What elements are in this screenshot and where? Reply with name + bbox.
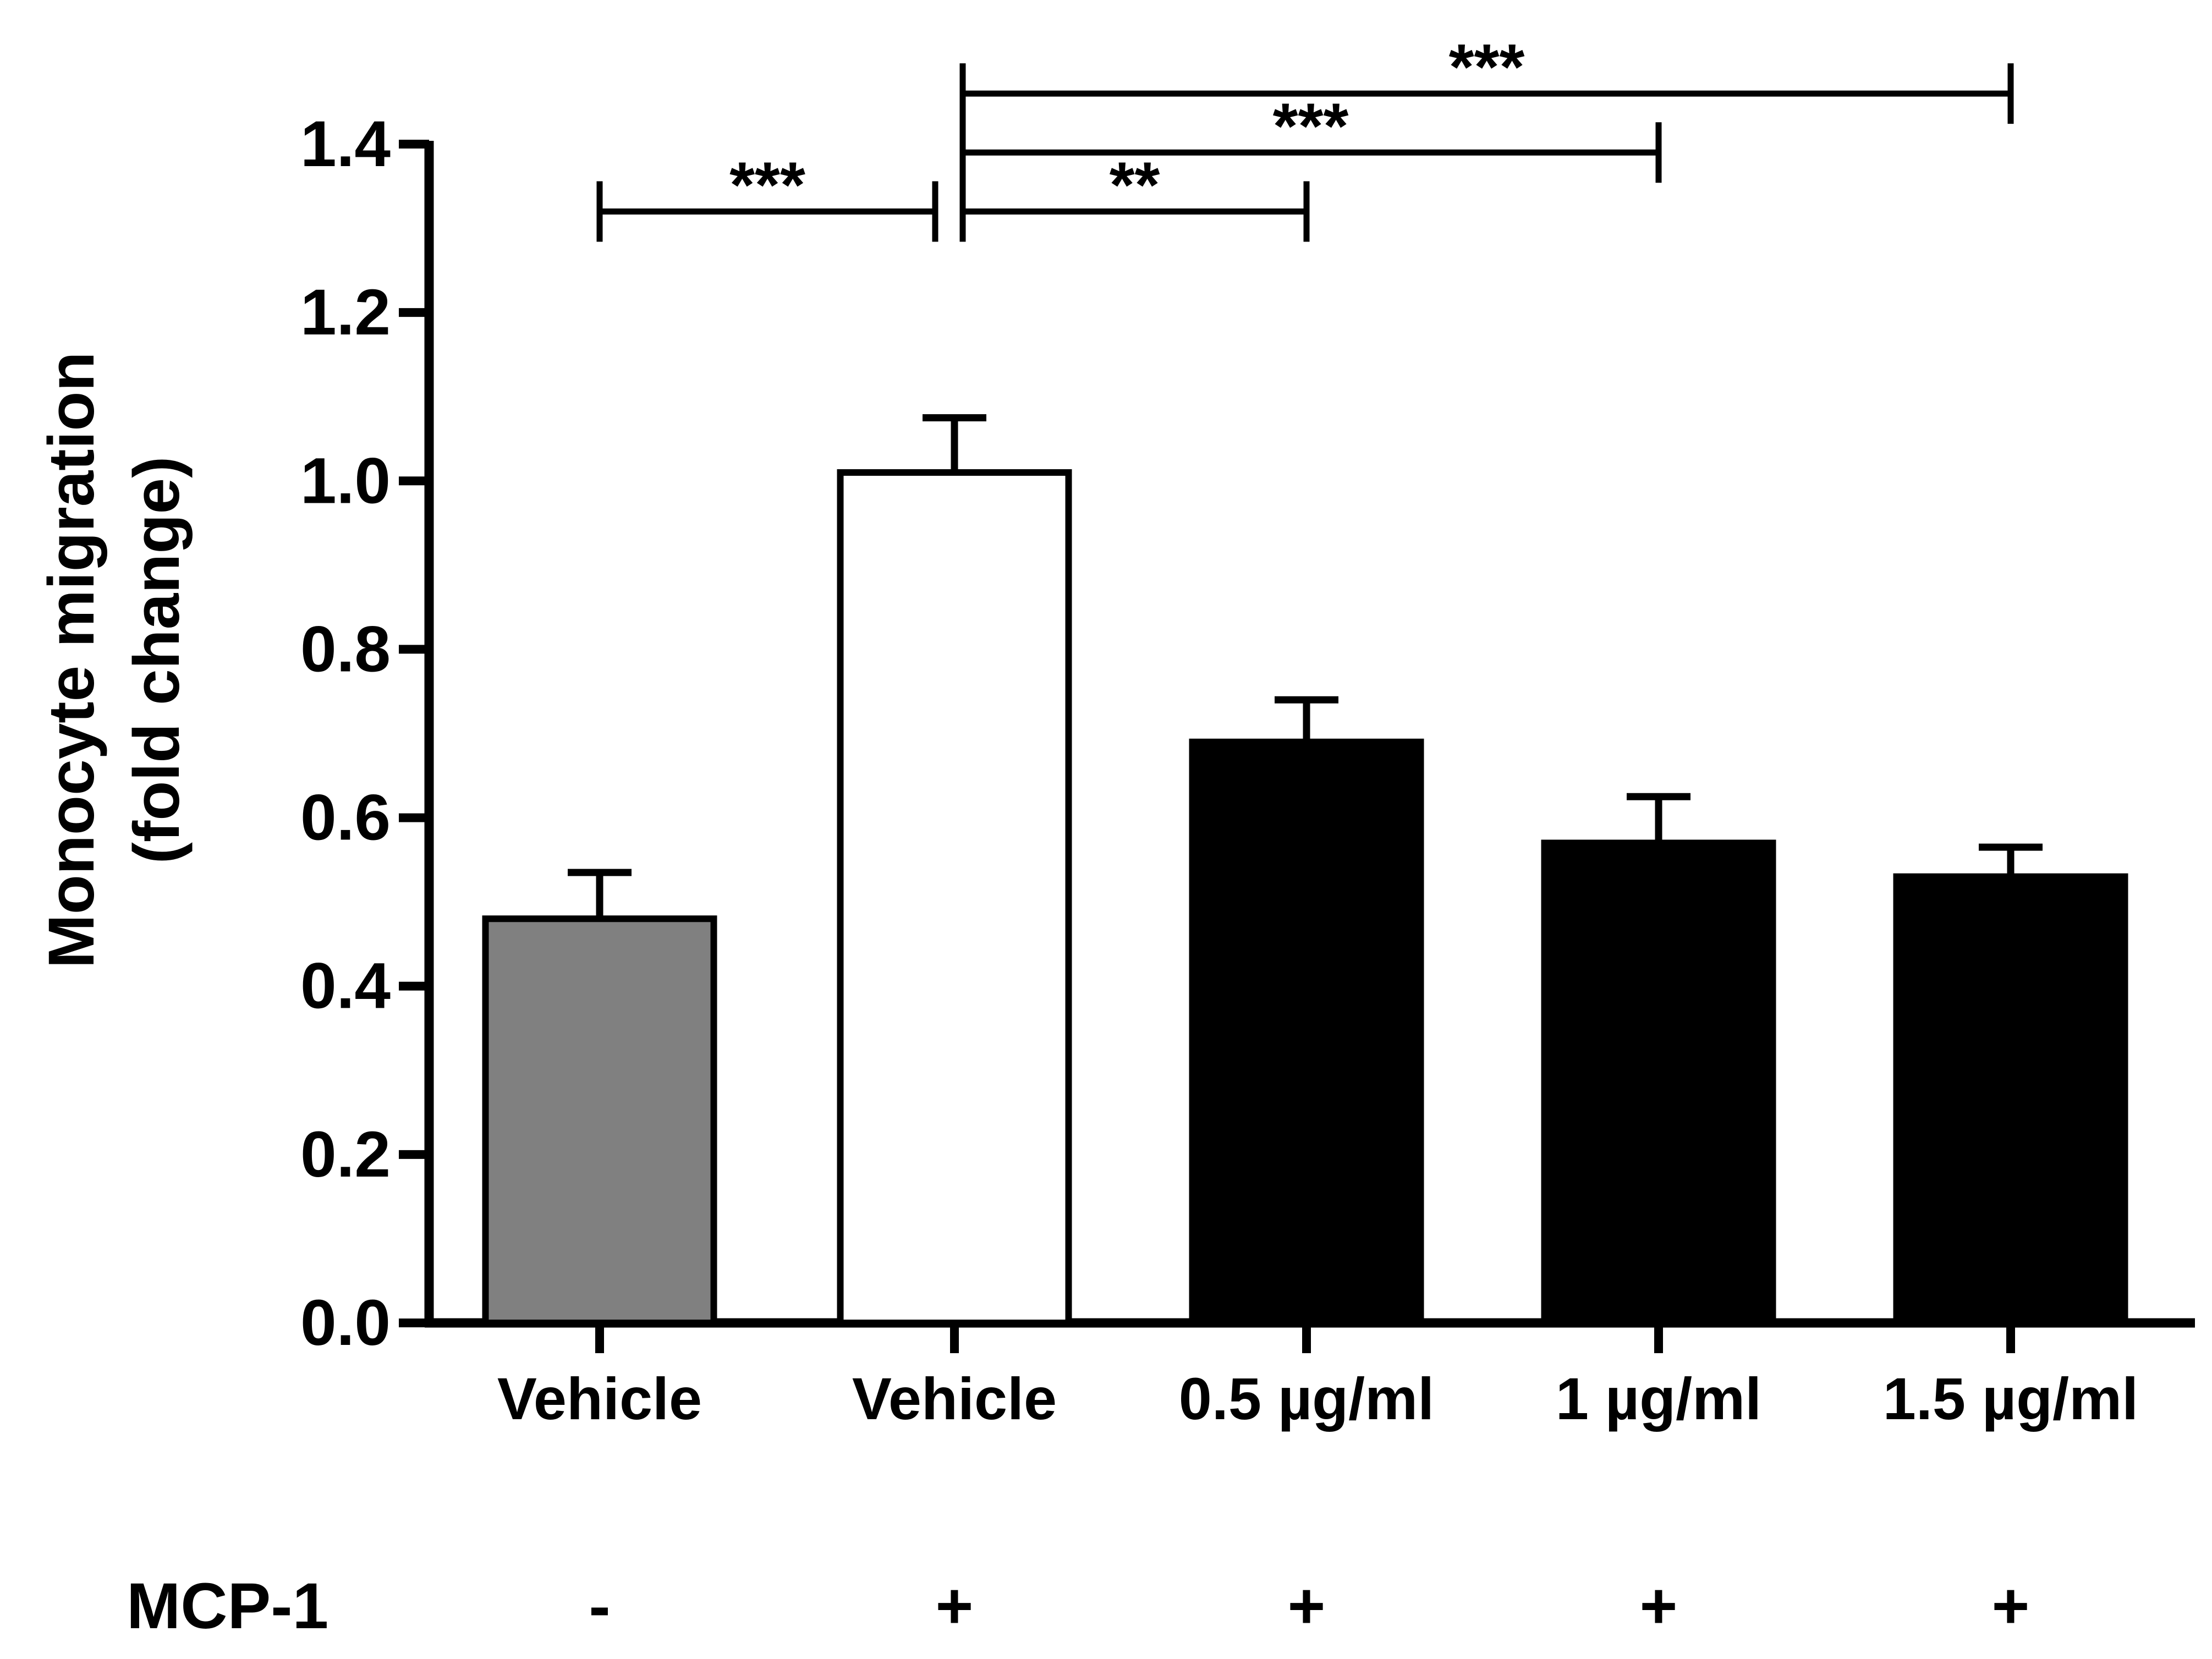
- x-tick-label: 1.5 µg/ml: [1883, 1365, 2138, 1432]
- bars: [482, 414, 2128, 1353]
- y-tick-label: 0.8: [300, 613, 391, 685]
- y-tick-label: 1.0: [300, 444, 391, 517]
- y-axis-label-line-2: (fold change): [120, 457, 193, 864]
- significance-brackets: *** ********: [596, 31, 2014, 242]
- treatment-row-value: +: [936, 1570, 974, 1642]
- bar: [1541, 839, 1776, 1326]
- x-tick-label: 1 µg/ml: [1556, 1365, 1761, 1432]
- x-tick-label: Vehicle: [497, 1365, 702, 1432]
- treatment-row-label: MCP-1: [127, 1570, 328, 1642]
- bar: [1189, 738, 1424, 1326]
- treatment-row-value: -: [589, 1570, 610, 1642]
- y-tick-label: 0.0: [300, 1287, 391, 1359]
- x-tick-label: Vehicle: [852, 1365, 1057, 1432]
- y-tick-label: 1.2: [300, 276, 391, 349]
- bar: [837, 469, 1072, 1327]
- y-tick-label: 0.2: [300, 1118, 391, 1191]
- treatment-row-value: +: [1992, 1570, 2030, 1642]
- category-labels: Vehicle Vehicle 0.5 µg/ml 1 µg/ml 1.5 µg/ml M…: [127, 1365, 2138, 1642]
- y-tick-label: 0.4: [300, 950, 391, 1023]
- significance-label: ***: [1273, 90, 1349, 162]
- treatment-row-value: +: [1640, 1570, 1678, 1642]
- y-tick-label: 0.6: [300, 782, 391, 854]
- treatment-row-value: +: [1288, 1570, 1326, 1642]
- y-tick-label: 1.4: [300, 108, 391, 180]
- x-tick-label: 0.5 µg/ml: [1179, 1365, 1434, 1432]
- significance-label: ***: [1449, 31, 1525, 103]
- bar: [1893, 873, 2128, 1326]
- bar: [482, 915, 717, 1327]
- y-axis-label-line-1: Monocyte migration: [35, 351, 108, 968]
- significance-label: ***: [729, 149, 805, 221]
- axes: 0.0 0.2 0.4 0.6 0.8 1.0 1.2 1.4: [300, 108, 2195, 1359]
- y-axis-label: Monocyte migration (fold change): [35, 351, 193, 968]
- significance-label: **: [1110, 149, 1160, 221]
